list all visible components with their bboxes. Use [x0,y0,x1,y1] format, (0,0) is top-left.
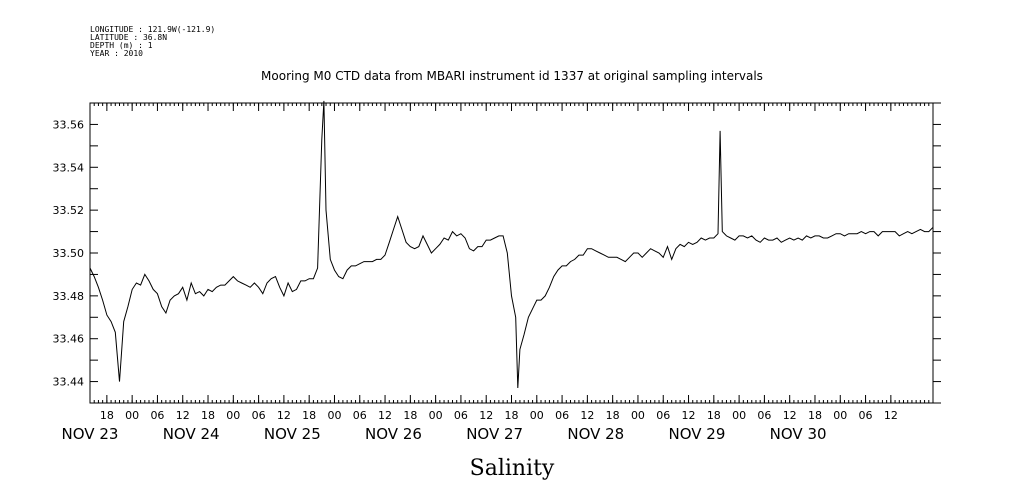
chart-title: Mooring M0 CTD data from MBARI instrumen… [261,69,763,83]
x-hour-tick-label: 12 [277,409,291,422]
x-day-tick-label: NOV 27 [466,425,523,443]
x-hour-tick-label: 18 [505,409,519,422]
meta-depth: DEPTH (m) : 1 [90,41,153,50]
y-tick-label: 33.54 [53,161,85,174]
meta-longitude: LONGITUDE : 121.9W(-121.9) [90,25,215,34]
y-ticks [90,102,941,404]
x-hour-tick-label: 12 [884,409,898,422]
x-hour-tick-label: 12 [580,409,594,422]
y-tick-label: 33.56 [53,118,85,131]
x-hour-tick-label: 12 [783,409,797,422]
x-hour-tick-label: 12 [682,409,696,422]
x-day-tick-label: NOV 25 [264,425,321,443]
x-hour-tick-label: 18 [606,409,620,422]
x-hour-tick-label: 18 [302,409,316,422]
x-hour-tick-label: 06 [859,409,873,422]
x-minor-ticks [89,103,934,403]
x-hour-tick-label: 18 [100,409,114,422]
x-hour-tick-label: 06 [252,409,266,422]
x-hour-tick-label: 06 [353,409,367,422]
x-day-tick-label: NOV 26 [365,425,422,443]
x-hour-tick-label: 06 [656,409,670,422]
x-hour-tick-label: 18 [707,409,721,422]
x-hour-tick-label: 00 [125,409,139,422]
x-axis-label: Salinity [470,456,555,481]
x-day-tick-label: NOV 23 [62,425,119,443]
plot-frame [89,102,934,404]
x-major-ticks [106,103,892,403]
y-tick-labels: 33.44 33.46 33.48 33.50 33.52 33.54 33.56 [53,118,85,388]
x-day-tick-label: NOV 28 [567,425,624,443]
x-hour-tick-label: 00 [530,409,544,422]
x-hour-tick-label: 18 [403,409,417,422]
x-hour-tick-label: 00 [631,409,645,422]
x-day-tick-label: NOV 29 [669,425,726,443]
x-hour-tick-label: 00 [833,409,847,422]
y-tick-label: 33.46 [53,333,85,346]
x-hour-tick-label: 12 [378,409,392,422]
hour-tick-labels: 18 00 06 12 18 00 06 12 18 00 06 12 18 00 06 12 18 00 06 12… [100,409,898,422]
y-tick-label: 33.48 [53,290,85,303]
x-day-tick-label: NOV 24 [163,425,220,443]
y-tick-label: 33.50 [53,247,85,260]
meta-latitude: LATITUDE : 36.8N [90,33,167,42]
x-hour-tick-label: 06 [555,409,569,422]
y-tick-label: 33.44 [53,376,85,389]
x-hour-tick-label: 12 [479,409,493,422]
x-hour-tick-label: 18 [808,409,822,422]
x-hour-tick-label: 00 [327,409,341,422]
x-hour-tick-label: 00 [226,409,240,422]
meta-year: YEAR : 2010 [90,49,143,58]
x-hour-tick-label: 18 [201,409,215,422]
x-hour-tick-label: 12 [176,409,190,422]
y-tick-label: 33.52 [53,204,85,217]
series-line-salinity [89,100,934,389]
x-hour-tick-label: 06 [454,409,468,422]
x-hour-tick-label: 06 [150,409,164,422]
x-hour-tick-label: 00 [732,409,746,422]
x-hour-tick-label: 00 [429,409,443,422]
day-tick-labels: NOV 23 NOV 24 NOV 25 NOV 26 NOV 27 NOV 28 NOV … [62,425,827,443]
x-hour-tick-label: 06 [757,409,771,422]
x-day-tick-label: NOV 30 [770,425,827,443]
